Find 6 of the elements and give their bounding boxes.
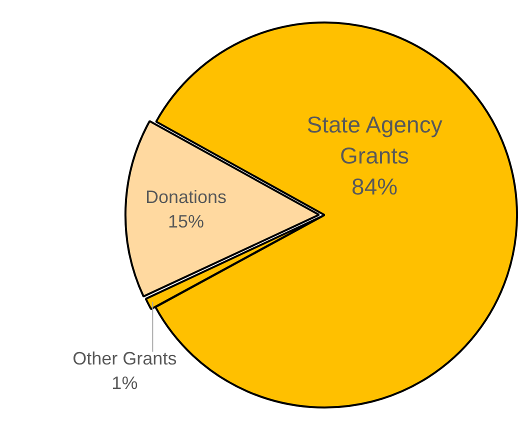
slice-label: Donations [145,186,227,207]
data-label: 15% [168,211,204,232]
slice-label: Other Grants [72,348,177,369]
slice-label: State Agency Grants [306,112,443,169]
data-label: 1% [112,372,138,393]
data-label: 84% [352,174,398,200]
